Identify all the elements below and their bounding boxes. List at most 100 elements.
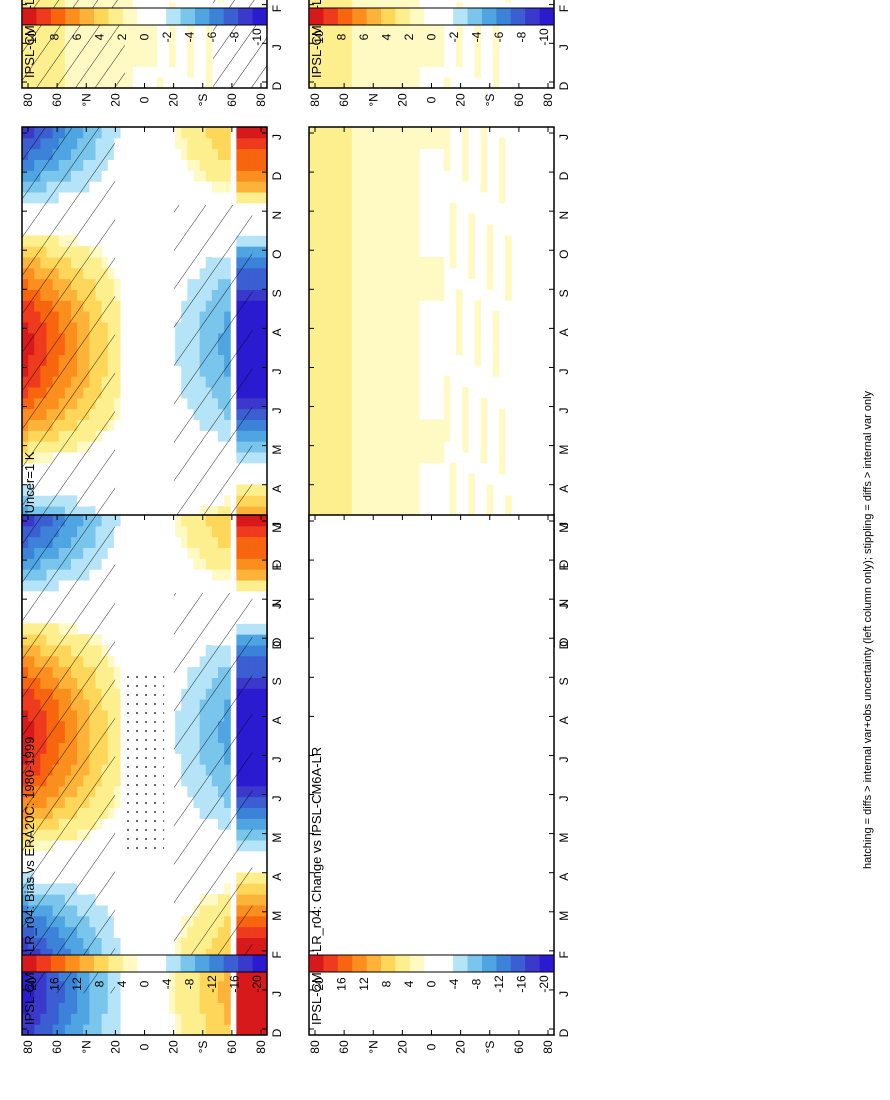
heatmap-cell [376,257,384,269]
heatmap-cell [480,419,488,431]
heatmap-cell [339,452,347,464]
heatmap-cell [315,127,322,139]
heatmap-cell [364,484,371,496]
heatmap-cell [358,300,365,312]
heatmap-cell [407,170,414,182]
heatmap-cell [224,137,231,150]
heatmap-cell [456,311,463,323]
heatmap-cell [351,311,359,323]
heatmap-cell [339,300,347,312]
heatmap-cell [321,376,328,388]
heatmap-cell [309,462,316,475]
heatmap-cell [224,170,231,182]
heatmap-cell [370,419,377,431]
heatmap-cell [126,77,133,89]
heatmap-cell [376,159,384,171]
heatmap-cell [315,257,322,269]
heatmap-cell [315,387,322,399]
heatmap-cell [358,452,365,464]
heatmap-cell [376,235,384,247]
colorbar-tick-label: 8 [335,33,349,40]
heatmap-cell [358,202,365,215]
heatmap-cell [376,322,384,334]
heatmap-cell [339,34,347,46]
heatmap-cell [169,332,176,345]
heatmap-cell [169,23,176,35]
heatmap-cell [309,397,316,410]
heatmap-cell [364,408,371,420]
heatmap-cell [236,181,244,193]
heatmap-cell [437,452,445,464]
heatmap-cell [22,1024,29,1036]
heatmap-cell [388,170,396,182]
heatmap-cell [498,170,506,182]
heatmap-cell [339,462,347,475]
heatmap-cell [376,34,384,46]
heatmap-cell [199,137,207,150]
heatmap-cell [150,34,158,46]
heatmap-cell [315,495,322,507]
heatmap-cell [437,45,445,57]
heatmap-cell [321,235,328,247]
heatmap-cell [382,257,390,269]
heatmap-cell [315,354,322,366]
heatmap-cell [321,452,328,464]
heatmap-cell [468,224,475,236]
heatmap-cell [321,202,328,215]
heatmap-cell [443,159,451,171]
heatmap-cell [364,55,371,68]
colorbar-swatch [223,8,239,25]
heatmap-cell [498,408,506,420]
heatmap-cell [394,376,402,388]
heatmap-cell [413,246,420,258]
heatmap-cell [254,289,262,301]
lat-tick-label: 20 [108,93,122,107]
heatmap-cell [321,159,328,171]
heatmap-cell [413,66,420,78]
heatmap-cell [394,23,402,35]
colorbar-frame [308,7,555,26]
heatmap-cell [364,365,371,377]
heatmap-cell [254,311,262,323]
heatmap-cell [456,322,463,334]
heatmap-cell [309,322,316,334]
heatmap-cell [370,55,377,68]
heatmap-cell [400,300,408,312]
heatmap-cell [333,462,341,475]
heatmap-cell [376,441,384,453]
heatmap-cell [382,289,390,301]
heatmap-cell [345,148,353,160]
heatmap-cell [505,267,512,280]
heatmap-cell [498,452,506,464]
heatmap-cell [150,45,158,57]
heatmap-cell [364,77,371,89]
heatmap-cell [382,332,390,345]
heatmap-cell [480,430,488,442]
heatmap-cell [400,159,408,171]
heatmap-cell [358,473,365,485]
heatmap-cell [309,224,316,236]
heatmap-cell [394,473,402,485]
heatmap-cell [315,343,322,355]
heatmap-cell [431,34,439,46]
heatmap-cell [358,23,365,35]
heatmap-cell [431,45,439,57]
heatmap-cell [400,213,408,225]
heatmap-cell [327,387,335,399]
heatmap-cell [407,387,414,399]
heatmap-cell [480,397,488,410]
heatmap-cell [345,376,353,388]
heatmap-cell [339,55,347,68]
heatmap-cell [351,246,359,258]
month-tick-label: A [270,485,284,493]
heatmap-cell [394,159,402,171]
colorbar-tick-label: 4 [380,33,394,40]
heatmap-cell [327,0,335,3]
heatmap-cell [474,332,482,345]
heatmap-cell [351,192,359,204]
heatmap-cell [126,34,133,46]
heatmap-cell [351,66,359,78]
colorbar-tick-label: 6 [70,33,84,40]
heatmap-cell [425,430,433,442]
heatmap-cell [333,289,341,301]
